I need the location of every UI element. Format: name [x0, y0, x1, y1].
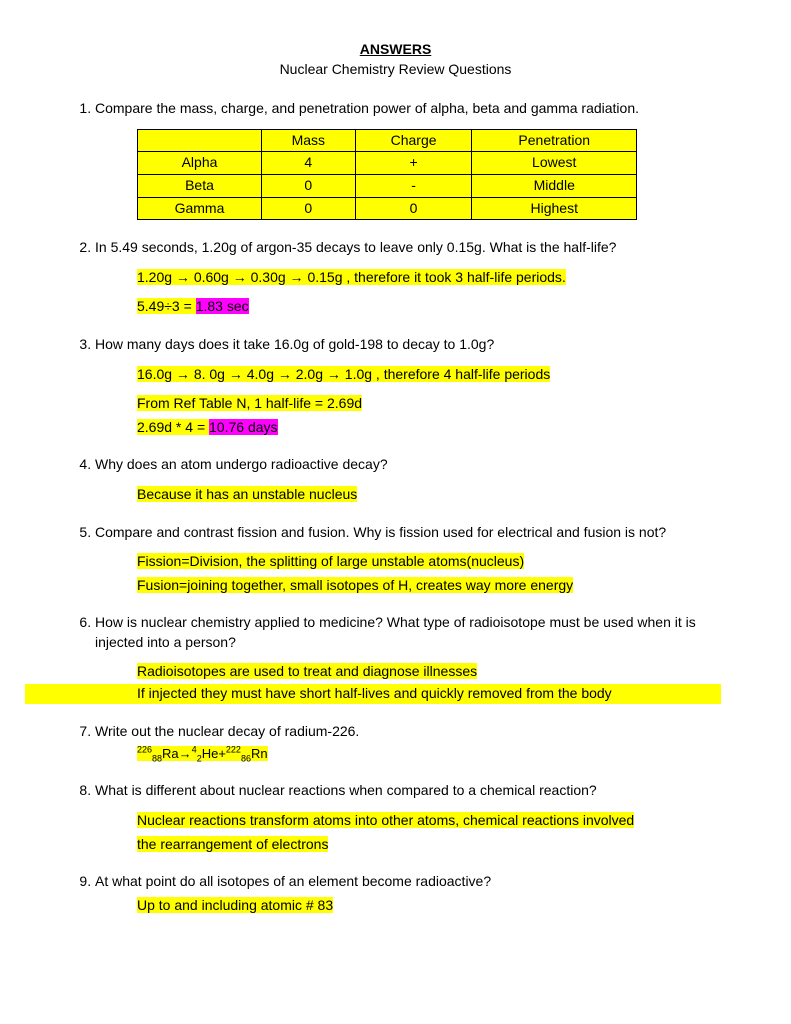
- cell: +: [355, 152, 472, 175]
- q3-ans1: 16.0g → 8. 0g → 4.0g → 2.0g → 1.0g , the…: [137, 366, 550, 382]
- cell: Highest: [472, 197, 637, 220]
- question-4: Why does an atom undergo radioactive dec…: [95, 455, 721, 504]
- cell: Mass: [262, 129, 356, 152]
- cell: Gamma: [138, 197, 262, 220]
- answer-line: 16.0g → 8. 0g → 4.0g → 2.0g → 1.0g , the…: [137, 365, 721, 385]
- nuclear-eq-content: 22688Ra→42He+22286Rn: [137, 746, 268, 761]
- cell: Penetration: [472, 129, 637, 152]
- q5-ans1: Fission=Division, the splitting of large…: [137, 553, 524, 569]
- nuclear-equation: 22688Ra→42He+22286Rn: [137, 745, 721, 763]
- answer-line: the rearrangement of electrons: [137, 835, 721, 855]
- q2-text: In 5.49 seconds, 1.20g of argon-35 decay…: [95, 239, 616, 255]
- q4-ans: Because it has an unstable nucleus: [137, 486, 357, 502]
- answer-line: Up to and including atomic # 83: [137, 896, 721, 916]
- cell: Charge: [355, 129, 472, 152]
- cell: 4: [262, 152, 356, 175]
- q6-text: How is nuclear chemistry applied to medi…: [95, 614, 696, 650]
- cell: -: [355, 174, 472, 197]
- question-1: Compare the mass, charge, and penetratio…: [95, 99, 721, 220]
- question-9: At what point do all isotopes of an elem…: [95, 872, 721, 915]
- question-6: How is nuclear chemistry applied to medi…: [95, 613, 721, 703]
- cell: Alpha: [138, 152, 262, 175]
- answer-line: 1.20g → 0.60g → 0.30g → 0.15g , therefor…: [137, 268, 721, 288]
- cell: Lowest: [472, 152, 637, 175]
- q7-text: Write out the nuclear decay of radium-22…: [95, 723, 359, 739]
- q3-ans2: From Ref Table N, 1 half-life = 2.69d: [137, 395, 362, 411]
- q2-ans2a: 5.49÷3 =: [137, 298, 196, 314]
- q8-text: What is different about nuclear reaction…: [95, 782, 597, 798]
- radiation-table: Mass Charge Penetration Alpha 4 + Lowest…: [137, 129, 637, 220]
- question-8: What is different about nuclear reaction…: [95, 781, 721, 854]
- cell: Beta: [138, 174, 262, 197]
- answer-line: From Ref Table N, 1 half-life = 2.69d: [137, 394, 721, 414]
- q3-ans3a: 2.69d * 4 =: [137, 419, 209, 435]
- q6-ans2: If injected they must have short half-li…: [25, 684, 721, 704]
- table-row: Alpha 4 + Lowest: [138, 152, 637, 175]
- answer-line: 5.49÷3 = 1.83 sec: [137, 297, 721, 317]
- answer-line: Nuclear reactions transform atoms into o…: [137, 811, 721, 831]
- q5-ans2: Fusion=joining together, small isotopes …: [137, 577, 573, 593]
- table-row: Beta 0 - Middle: [138, 174, 637, 197]
- q1-text: Compare the mass, charge, and penetratio…: [95, 100, 639, 116]
- q9-ans: Up to and including atomic # 83: [137, 897, 333, 913]
- q9-text: At what point do all isotopes of an elem…: [95, 873, 491, 889]
- question-7: Write out the nuclear decay of radium-22…: [95, 722, 721, 764]
- answer-line: Fusion=joining together, small isotopes …: [137, 576, 721, 596]
- question-5: Compare and contrast fission and fusion.…: [95, 523, 721, 596]
- q6-ans1: Radioisotopes are used to treat and diag…: [137, 663, 477, 679]
- page-subtitle: Nuclear Chemistry Review Questions: [70, 60, 721, 80]
- q5-text: Compare and contrast fission and fusion.…: [95, 524, 666, 540]
- table-row: Mass Charge Penetration: [138, 129, 637, 152]
- q3-ans3b: 10.76 days: [209, 419, 278, 435]
- question-2: In 5.49 seconds, 1.20g of argon-35 decay…: [95, 238, 721, 317]
- cell: Middle: [472, 174, 637, 197]
- answer-line: Because it has an unstable nucleus: [137, 485, 721, 505]
- table-row: Gamma 0 0 Highest: [138, 197, 637, 220]
- q2-ans1: 1.20g → 0.60g → 0.30g → 0.15g , therefor…: [137, 269, 566, 285]
- q2-ans2b: 1.83 sec: [196, 298, 249, 314]
- cell: 0: [262, 174, 356, 197]
- answer-line: 2.69d * 4 = 10.76 days: [137, 418, 721, 438]
- cell: 0: [355, 197, 472, 220]
- question-3: How many days does it take 16.0g of gold…: [95, 335, 721, 437]
- document-page: ANSWERS Nuclear Chemistry Review Questio…: [0, 0, 791, 1024]
- question-list: Compare the mass, charge, and penetratio…: [70, 99, 721, 915]
- q8-ans1: Nuclear reactions transform atoms into o…: [137, 812, 634, 828]
- answer-line: Fission=Division, the splitting of large…: [137, 552, 721, 572]
- cell: 0: [262, 197, 356, 220]
- q3-text: How many days does it take 16.0g of gold…: [95, 336, 494, 352]
- q8-ans2: the rearrangement of electrons: [137, 836, 328, 852]
- cell: [138, 129, 262, 152]
- page-title: ANSWERS: [70, 40, 721, 60]
- answer-line: Radioisotopes are used to treat and diag…: [137, 662, 721, 682]
- q4-text: Why does an atom undergo radioactive dec…: [95, 456, 388, 472]
- answer-line-full: If injected they must have short half-li…: [95, 684, 721, 704]
